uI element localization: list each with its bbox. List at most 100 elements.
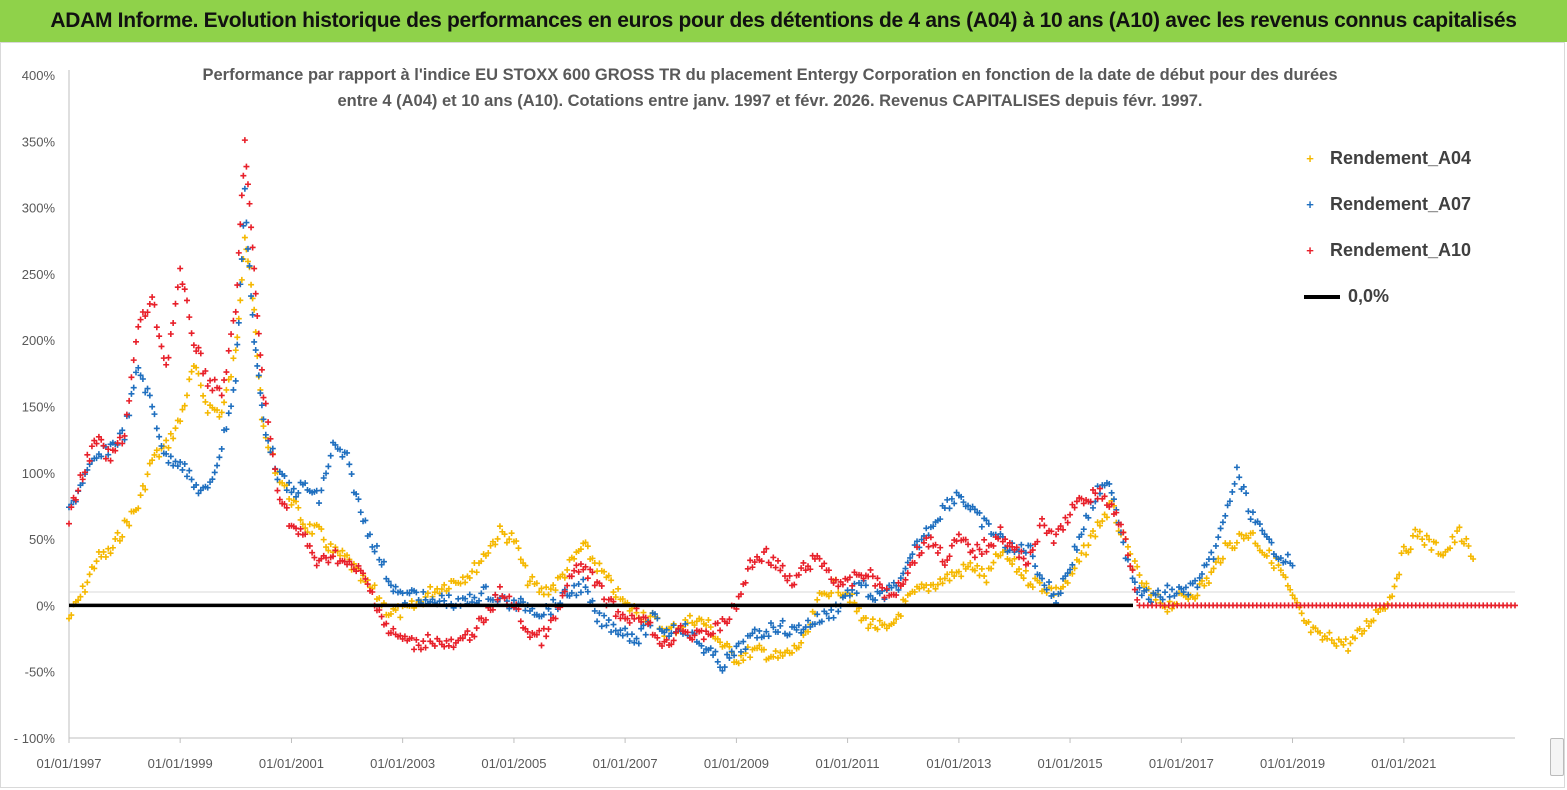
data-point-rendement-a10 [462,631,469,638]
data-point-rendement-a07 [948,495,955,502]
data-point-rendement-a04 [726,643,733,650]
data-point-rendement-a07 [251,338,258,345]
data-point-rendement-a04 [139,482,146,489]
data-point-rendement-a04 [1016,566,1023,573]
data-point-rendement-a10 [417,646,424,653]
data-point-rendement-a04 [960,561,967,568]
data-point-rendement-a07 [1277,555,1284,562]
data-point-rendement-a10 [144,309,151,316]
data-point-rendement-a10 [860,575,867,582]
data-point-rendement-a10 [1073,498,1080,505]
data-point-rendement-a07 [209,476,216,483]
data-point-rendement-a07 [1266,536,1273,543]
data-point-rendement-a04 [740,657,747,664]
data-point-rendement-a04 [798,639,805,646]
data-point-rendement-a04 [86,571,93,578]
data-point-rendement-a10 [251,265,258,272]
data-point-rendement-a07 [767,620,774,627]
data-point-rendement-a07 [517,595,524,602]
data-point-rendement-a04 [214,407,221,414]
data-point-rendement-a04 [1076,558,1083,565]
data-point-rendement-a07 [867,592,874,599]
data-point-rendement-a10 [415,642,422,649]
data-point-rendement-a07 [654,615,661,622]
data-point-rendement-a10 [84,451,91,458]
data-point-rendement-a10 [255,330,262,337]
data-point-rendement-a10 [235,249,242,256]
data-point-rendement-a04 [1419,536,1426,543]
data-point-rendement-a10 [659,642,666,649]
data-point-rendement-a07 [1164,582,1171,589]
data-point-rendement-a10 [647,619,654,626]
data-point-rendement-a04 [1375,609,1382,616]
data-point-rendement-a04 [1078,550,1085,557]
data-point-rendement-a07 [149,403,156,410]
data-point-rendement-a04 [513,538,520,545]
data-point-rendement-a07 [1231,480,1238,487]
data-point-rendement-a04 [691,622,698,629]
data-point-rendement-a07 [946,505,953,512]
data-point-rendement-a07 [362,517,369,524]
data-point-rendement-a04 [466,574,473,581]
data-point-rendement-a04 [105,545,112,552]
data-point-rendement-a07 [211,469,218,476]
data-point-rendement-a04 [1208,569,1215,576]
data-point-rendement-a04 [897,613,904,620]
data-point-rendement-a07 [811,621,818,628]
x-tick-label: 01/01/2015 [1038,756,1103,771]
data-point-rendement-a04 [1421,541,1428,548]
data-point-rendement-a04 [123,518,130,525]
data-point-rendement-a10 [619,611,626,618]
data-point-rendement-a07 [1069,561,1076,568]
data-point-rendement-a07 [830,614,837,621]
data-point-rendement-a10 [758,558,765,565]
data-point-rendement-a10 [714,620,721,627]
data-point-rendement-a07 [420,588,427,595]
data-point-rendement-a07 [1032,563,1039,570]
chart-title-line-1: Performance par rapport à l'indice EU ST… [202,66,1338,84]
data-point-rendement-a04 [1361,627,1368,634]
data-point-rendement-a10 [1108,501,1115,508]
resize-handle[interactable] [1550,738,1564,776]
data-point-rendement-a07 [243,219,250,226]
data-point-rendement-a07 [1199,571,1205,577]
data-point-rendement-a07 [596,610,603,617]
data-point-rendement-a04 [325,547,332,554]
data-point-rendement-a10 [724,620,731,627]
legend-label-zero: 0,0% [1348,286,1390,306]
data-point-rendement-a04 [1305,618,1312,625]
data-point-rendement-a10 [1064,519,1071,526]
data-point-rendement-a07 [260,416,267,423]
data-point-rendement-a07 [818,618,825,625]
data-point-rendement-a04 [974,562,981,569]
data-point-rendement-a04 [438,586,445,593]
data-point-rendement-a04 [965,563,972,570]
x-tick-label: 01/01/1997 [36,756,101,771]
data-point-rendement-a04 [1282,574,1289,581]
data-point-rendement-a04 [1199,577,1205,584]
data-point-rendement-a10 [805,563,812,570]
data-point-rendement-a10 [1113,509,1120,516]
data-point-rendement-a10 [228,331,235,338]
data-point-rendement-a07 [610,621,617,628]
chart-legend: + Rendement_A04 + Rendement_A07 + Rendem… [1290,138,1500,318]
data-point-rendement-a07 [888,584,895,591]
data-point-rendement-a07 [591,607,598,614]
data-point-rendement-a04 [1451,539,1458,546]
data-point-rendement-a07 [1256,521,1263,528]
data-point-rendement-a10 [995,535,1002,542]
data-point-rendement-a04 [146,460,153,467]
data-point-rendement-a10 [691,632,698,639]
data-point-rendement-a04 [1245,534,1252,541]
data-point-rendement-a07 [332,441,339,448]
data-point-rendement-a10 [448,636,455,643]
data-point-rendement-a07 [1136,584,1143,591]
data-point-rendement-a04 [990,559,997,566]
data-point-rendement-a07 [1247,516,1254,523]
data-point-rendement-a07 [872,597,879,604]
data-point-rendement-a07 [1162,589,1169,596]
data-point-rendement-a07 [749,630,756,637]
data-point-rendement-a04 [564,566,571,573]
data-point-rendement-a10 [390,625,397,632]
data-point-rendement-a07 [923,525,930,532]
